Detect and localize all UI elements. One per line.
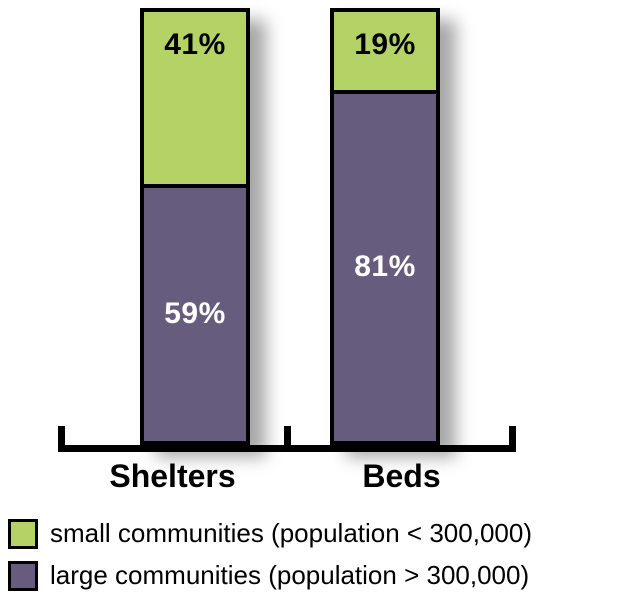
legend: small communities (population < 300,000)…: [8, 518, 532, 602]
category-label-shelters: Shelters: [109, 458, 236, 494]
bar-segment-small-communities: 41%: [144, 12, 246, 188]
bar-segment-large-communities: 59%: [144, 187, 246, 441]
plot-area: 41% 59% 19% 81%: [0, 8, 617, 445]
category-labels: Shelters Beds: [58, 458, 516, 495]
x-axis-tick-middle: [284, 426, 291, 452]
percent-label: 81%: [354, 250, 416, 284]
legend-swatch-small-communities: [8, 518, 38, 549]
x-axis-tick-left: [58, 426, 65, 452]
bar-segment-large-communities: 81%: [334, 93, 436, 441]
legend-label: large communities (population > 300,000): [50, 560, 530, 590]
x-axis-tick-right: [509, 426, 516, 452]
legend-label: small communities (population < 300,000): [50, 518, 532, 548]
legend-swatch-large-communities: [8, 560, 38, 591]
legend-item-large-communities: large communities (population > 300,000): [8, 560, 532, 591]
bar-segment-small-communities: 19%: [334, 12, 436, 94]
category-label-beds: Beds: [362, 458, 441, 494]
x-axis: [58, 426, 516, 452]
percent-label: 59%: [164, 297, 226, 331]
bar-beds: 19% 81%: [330, 8, 440, 445]
legend-item-small-communities: small communities (population < 300,000): [8, 518, 532, 549]
percent-label: 41%: [164, 28, 226, 61]
percent-label: 19%: [354, 28, 416, 61]
bar-shelters: 41% 59%: [140, 8, 250, 445]
